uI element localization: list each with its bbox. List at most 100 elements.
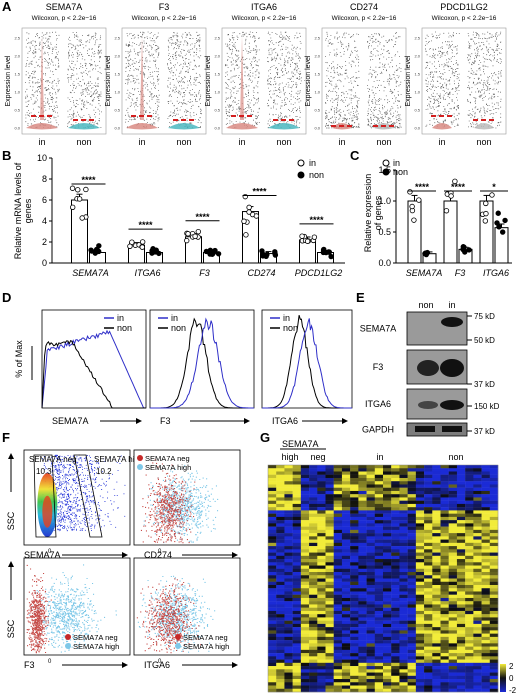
heatmap-cell	[341, 643, 351, 647]
heatmap-cell	[309, 662, 318, 667]
heatmap-cell	[300, 568, 310, 573]
heatmap-cell	[309, 607, 318, 612]
heatmap-cell	[268, 568, 277, 573]
histogram-frame	[261, 309, 353, 409]
heatmap-cell	[350, 666, 359, 670]
heatmap-cell	[300, 507, 310, 511]
heatmap-cell	[489, 627, 499, 631]
heatmap-cell	[391, 669, 400, 673]
heatmap-cell	[341, 630, 351, 634]
heatmap-cell	[350, 659, 359, 664]
heatmap-cell	[284, 578, 293, 582]
heatmap-cell	[424, 627, 433, 631]
heatmap-cell	[317, 500, 326, 505]
heatmap-cell	[341, 659, 351, 664]
heatmap-cell	[292, 672, 302, 676]
histogram-curve	[262, 315, 352, 409]
heatmap-cell	[325, 503, 334, 508]
heatmap-cell	[391, 633, 400, 638]
heatmap-cell	[292, 685, 302, 689]
heatmap-cell	[399, 636, 408, 641]
heatmap-cell	[268, 623, 277, 628]
heatmap-cell	[407, 533, 417, 537]
heatmap-cell	[448, 672, 458, 676]
heatmap-cell	[341, 572, 351, 576]
heatmap-cell	[465, 465, 474, 469]
heatmap-cell	[325, 484, 334, 488]
heatmap-cell	[456, 471, 466, 475]
heatmap-cell	[440, 465, 449, 469]
heatmap-cell	[456, 500, 466, 505]
heatmap-cell	[481, 552, 490, 556]
heatmap-cell	[391, 588, 400, 592]
violin-points	[267, 31, 302, 129]
heatmap-cell	[465, 490, 474, 495]
heatmap-cell	[415, 559, 425, 563]
heatmap-cell	[432, 666, 441, 670]
significance-label: ****	[252, 187, 267, 197]
heatmap-cell	[358, 584, 367, 589]
band-gapdh-non	[415, 426, 435, 432]
heatmap-cell	[366, 526, 375, 531]
heatmap-cell	[358, 497, 367, 501]
heatmap-cell	[358, 666, 367, 670]
flow-xlabel: ITGA6	[144, 660, 170, 670]
heatmap-cell	[309, 659, 318, 664]
heatmap-cell	[473, 529, 482, 534]
heatmap-cell	[333, 477, 343, 482]
y-tick-label: 4	[42, 216, 47, 226]
heatmap-cell	[300, 546, 310, 550]
data-point	[462, 249, 468, 255]
heatmap-cell	[317, 542, 326, 547]
heatmap-cell	[456, 539, 466, 544]
heatmap-cell	[489, 468, 499, 472]
heatmap-cell	[366, 474, 375, 479]
heatmap-cell	[391, 682, 400, 686]
legend-label-neg: SEMA7A neg	[145, 454, 190, 463]
heatmap-cell	[374, 552, 384, 556]
heatmap-cell	[284, 620, 293, 625]
data-point	[448, 193, 454, 199]
heatmap-cell	[407, 546, 417, 550]
heatmap-cell	[309, 649, 318, 654]
heatmap-cell	[383, 549, 392, 553]
heatmap-cell	[448, 559, 458, 563]
data-point	[69, 185, 76, 191]
heatmap-cell	[481, 659, 490, 664]
heatmap-cell	[473, 572, 482, 576]
heatmap-cell	[284, 526, 293, 531]
heatmap-cell	[292, 465, 302, 469]
legend-dot-neg	[175, 634, 181, 640]
heatmap-cell	[391, 500, 400, 505]
heatmap-cell	[489, 487, 499, 492]
heatmap-cell	[456, 503, 466, 508]
heatmap-cell	[456, 620, 466, 625]
heatmap-cell	[374, 649, 384, 654]
heatmap-cell	[276, 630, 285, 634]
heatmap-cell	[440, 591, 449, 595]
heatmap-cell	[489, 688, 499, 693]
heatmap-cell	[358, 672, 367, 676]
heatmap-cell	[325, 666, 334, 670]
violin-ytick: 1.0	[214, 90, 220, 95]
heatmap-cell	[300, 666, 310, 670]
heatmap-cell	[300, 653, 310, 657]
heatmap-cell	[341, 591, 351, 595]
heatmap-cell	[268, 565, 277, 569]
heatmap-cell	[383, 575, 392, 579]
heatmap-cell	[424, 471, 433, 475]
heatmap-cell	[358, 653, 367, 657]
heatmap-cell	[415, 601, 425, 605]
heatmap-cell	[415, 594, 425, 599]
heatmap-cell	[268, 490, 277, 495]
heatmap-cell	[300, 640, 310, 644]
violin-ytick: 1.5	[414, 72, 420, 77]
heatmap-cell	[325, 500, 334, 505]
y-axis-label-line2: genes	[23, 198, 33, 223]
heatmap-cell	[366, 581, 375, 586]
heatmap-cell	[407, 503, 417, 508]
heatmap-cell	[481, 610, 490, 615]
heatmap-cell	[374, 494, 384, 498]
heatmap-cell	[407, 575, 417, 579]
